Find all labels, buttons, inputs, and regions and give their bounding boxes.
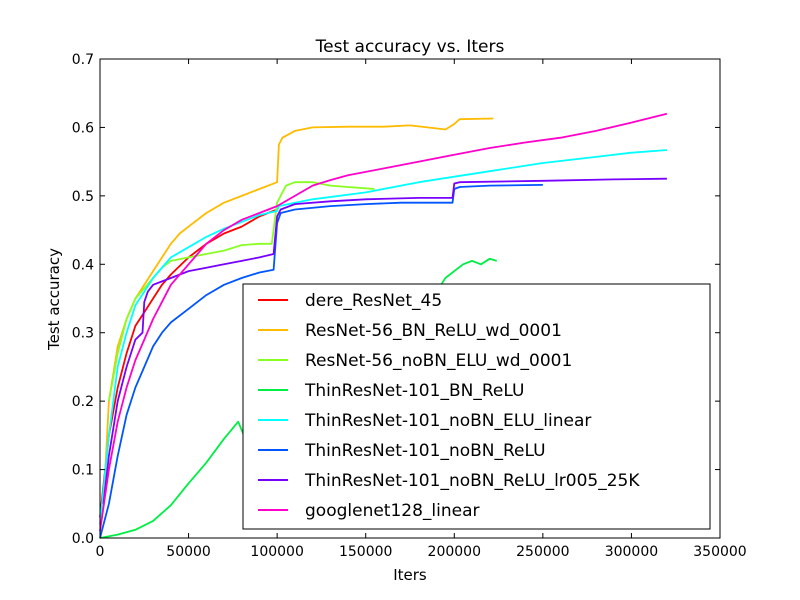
legend-label: ResNet-56_BN_ReLU_wd_0001 (305, 321, 562, 341)
x-tick-label: 200000 (428, 544, 481, 560)
series-line-6 (99, 184, 543, 539)
legend-label: dere_ResNet_45 (305, 291, 442, 311)
y-axis: 0.0 0.1 0.2 0.3 0.4 0.5 0.6 0.7 (72, 52, 720, 547)
legend-label: ThinResNet-101_noBN_ReLU_lr005_25K (304, 471, 640, 491)
legend-label: ThinResNet-101_noBN_ELU_linear (304, 411, 591, 431)
x-axis-label: Iters (393, 566, 427, 584)
y-tick-label: 0.1 (72, 463, 94, 479)
y-tick-label: 0.4 (72, 257, 94, 273)
y-tick-label: 0.0 (72, 531, 94, 547)
x-tick-label: 50000 (166, 544, 211, 560)
series-line-2 (102, 117, 494, 504)
x-tick-label: 300000 (605, 544, 658, 560)
series-line-3 (108, 181, 375, 402)
x-tick-label: 350000 (693, 544, 746, 560)
legend-label: ThinResNet-101_BN_ReLU (304, 381, 524, 401)
chart-title: Test accuracy vs. Iters (315, 37, 505, 57)
legend-label: ResNet-56_noBN_ELU_wd_0001 (305, 351, 572, 371)
y-tick-label: 0.7 (72, 52, 94, 68)
x-axis: 0 50000 100000 150000 200000 250000 300000 3500… (96, 59, 747, 560)
y-tick-label: 0.3 (72, 326, 94, 342)
y-tick-label: 0.5 (72, 189, 94, 205)
legend: dere_ResNet_45 ResNet-56_BN_ReLU_wd_0001 R… (242, 283, 711, 530)
y-tick-label: 0.6 (72, 120, 94, 136)
x-tick-label: 0 (96, 544, 105, 560)
axes-frame (99, 58, 721, 539)
series-line-7 (102, 177, 667, 504)
x-tick-label: 100000 (250, 544, 303, 560)
series-line-5 (99, 149, 667, 525)
x-tick-label: 150000 (339, 544, 392, 560)
y-axis-label: Test accuracy (45, 248, 63, 351)
legend-label: ThinResNet-101_noBN_ReLU (304, 441, 546, 461)
series-line-8 (99, 112, 668, 532)
legend-box (242, 283, 711, 530)
series-line-1 (99, 208, 278, 518)
y-tick-label: 0.2 (72, 394, 94, 410)
plot-area (99, 112, 668, 539)
x-tick-label: 250000 (516, 544, 569, 560)
legend-label: googlenet128_linear (305, 501, 480, 521)
